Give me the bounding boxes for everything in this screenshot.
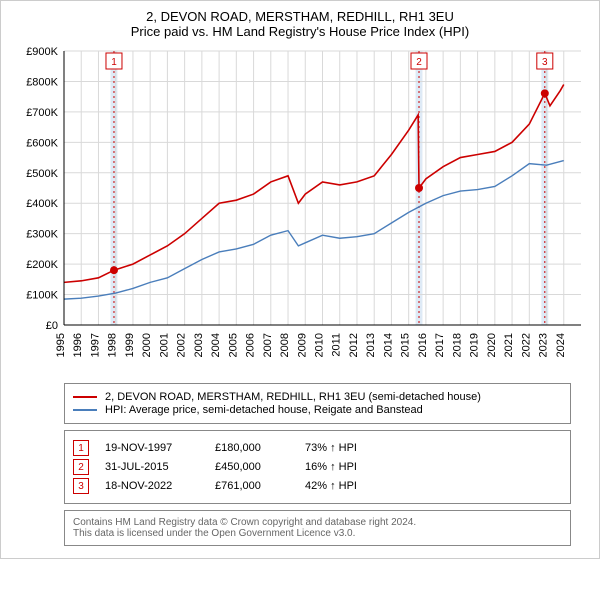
legend-item: HPI: Average price, semi-detached house,… [73, 404, 562, 416]
svg-text:3: 3 [542, 57, 548, 68]
svg-text:2018: 2018 [451, 333, 463, 357]
svg-text:2005: 2005 [227, 333, 239, 357]
svg-text:2017: 2017 [434, 333, 446, 357]
svg-text:2000: 2000 [141, 333, 153, 357]
event-marker: 1 [73, 440, 89, 456]
svg-text:1999: 1999 [124, 333, 136, 357]
svg-text:2003: 2003 [193, 333, 205, 357]
svg-text:2009: 2009 [296, 333, 308, 357]
title-subtitle: Price paid vs. HM Land Registry's House … [9, 24, 591, 39]
svg-text:£300K: £300K [26, 229, 58, 241]
svg-text:£900K: £900K [26, 46, 58, 58]
svg-text:£600K: £600K [26, 137, 58, 149]
svg-text:1998: 1998 [107, 333, 119, 357]
svg-text:2007: 2007 [262, 333, 274, 357]
svg-text:2: 2 [416, 57, 422, 68]
svg-text:2013: 2013 [365, 333, 377, 357]
svg-text:2015: 2015 [400, 333, 412, 357]
svg-text:1: 1 [111, 57, 117, 68]
svg-text:£700K: £700K [26, 107, 58, 119]
event-date: 31-JUL-2015 [105, 461, 215, 473]
legend-label: HPI: Average price, semi-detached house,… [105, 404, 423, 416]
event-date: 19-NOV-1997 [105, 442, 215, 454]
svg-text:2002: 2002 [176, 333, 188, 357]
legend-swatch [73, 409, 97, 411]
svg-text:2006: 2006 [245, 333, 257, 357]
events-table: 1 19-NOV-1997£180,00073% ↑ HPI 2 31-JUL-201… [64, 430, 571, 504]
event-delta: 16% ↑ HPI [305, 461, 357, 473]
footer-line1: Contains HM Land Registry data © Crown c… [73, 517, 562, 528]
legend: 2, DEVON ROAD, MERSTHAM, REDHILL, RH1 3E… [64, 383, 571, 424]
event-price: £450,000 [215, 461, 305, 473]
svg-text:1995: 1995 [55, 333, 67, 357]
event-row: 2 31-JUL-2015£450,00016% ↑ HPI [73, 459, 562, 475]
svg-text:£200K: £200K [26, 259, 58, 271]
svg-text:2016: 2016 [417, 333, 429, 357]
svg-text:£500K: £500K [26, 168, 58, 180]
title-address: 2, DEVON ROAD, MERSTHAM, REDHILL, RH1 3E… [9, 9, 591, 24]
footer-line2: This data is licensed under the Open Gov… [73, 528, 562, 539]
svg-text:2022: 2022 [520, 333, 532, 357]
attribution-footer: Contains HM Land Registry data © Crown c… [64, 510, 571, 546]
svg-text:2020: 2020 [486, 333, 498, 357]
svg-text:1996: 1996 [72, 333, 84, 357]
svg-text:£100K: £100K [26, 290, 58, 302]
svg-text:£0: £0 [46, 320, 58, 332]
svg-text:1997: 1997 [89, 333, 101, 357]
event-marker: 3 [73, 478, 89, 494]
chart-container: 2, DEVON ROAD, MERSTHAM, REDHILL, RH1 3E… [0, 0, 600, 559]
svg-text:2010: 2010 [314, 333, 326, 357]
svg-text:2021: 2021 [503, 333, 515, 357]
event-delta: 73% ↑ HPI [305, 442, 357, 454]
svg-text:2019: 2019 [469, 333, 481, 357]
title-block: 2, DEVON ROAD, MERSTHAM, REDHILL, RH1 3E… [9, 9, 591, 39]
event-delta: 42% ↑ HPI [305, 480, 357, 492]
svg-text:2012: 2012 [348, 333, 360, 357]
event-price: £761,000 [215, 480, 305, 492]
event-marker: 2 [73, 459, 89, 475]
legend-item: 2, DEVON ROAD, MERSTHAM, REDHILL, RH1 3E… [73, 391, 562, 403]
event-row: 3 18-NOV-2022£761,00042% ↑ HPI [73, 478, 562, 494]
svg-text:2023: 2023 [538, 333, 550, 357]
svg-text:2011: 2011 [331, 333, 343, 357]
legend-label: 2, DEVON ROAD, MERSTHAM, REDHILL, RH1 3E… [105, 391, 481, 403]
svg-text:2024: 2024 [555, 333, 567, 357]
svg-text:£400K: £400K [26, 198, 58, 210]
line-chart: £0 £100K £200K £300K £400K £500K £600K £700K £80… [9, 45, 593, 375]
svg-text:2014: 2014 [382, 333, 394, 357]
svg-text:2004: 2004 [210, 333, 222, 357]
svg-text:£800K: £800K [26, 76, 58, 88]
event-date: 18-NOV-2022 [105, 480, 215, 492]
svg-text:2001: 2001 [158, 333, 170, 357]
event-price: £180,000 [215, 442, 305, 454]
legend-swatch [73, 396, 97, 398]
chart-area: £0 £100K £200K £300K £400K £500K £600K £700K £80… [9, 45, 591, 375]
event-row: 1 19-NOV-1997£180,00073% ↑ HPI [73, 440, 562, 456]
svg-text:2008: 2008 [279, 333, 291, 357]
